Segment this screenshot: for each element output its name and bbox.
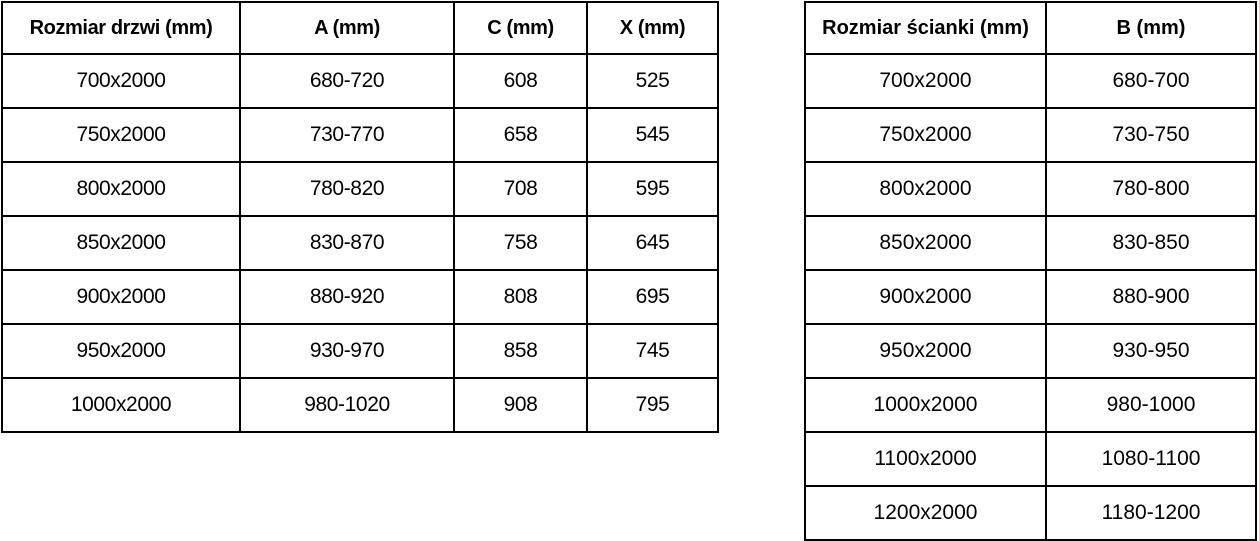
table-row: 900x2000 880-900 (804, 269, 1257, 325)
table-cell: 750x2000 (1, 107, 241, 163)
table-cell: 858 (453, 323, 588, 379)
table-cell: 850x2000 (1, 215, 241, 271)
table-cell: 1000x2000 (804, 377, 1047, 433)
table-cell: 708 (453, 161, 588, 217)
table-cell: 980-1020 (239, 377, 455, 433)
column-header: B (mm) (1045, 1, 1257, 55)
table-cell: 758 (453, 215, 588, 271)
table-cell: 1000x2000 (1, 377, 241, 433)
table-cell: 880-900 (1045, 269, 1257, 325)
table-row: 850x2000 830-870 758 645 (1, 215, 719, 271)
table-cell: 780-800 (1045, 161, 1257, 217)
column-header: Rozmiar ścianki (mm) (804, 1, 1047, 55)
table-row: 800x2000 780-820 708 595 (1, 161, 719, 217)
table-cell: 750x2000 (804, 107, 1047, 163)
table-row: 1100x2000 1080-1100 (804, 431, 1257, 487)
table-cell: 1180-1200 (1045, 485, 1257, 541)
table-row: 800x2000 780-800 (804, 161, 1257, 217)
table-cell: 730-770 (239, 107, 455, 163)
header-row: Rozmiar ścianki (mm) B (mm) (804, 1, 1257, 55)
table-row: 850x2000 830-850 (804, 215, 1257, 271)
table-row: 900x2000 880-920 808 695 (1, 269, 719, 325)
table-cell: 658 (453, 107, 588, 163)
table-row: 750x2000 730-770 658 545 (1, 107, 719, 163)
table-row: 700x2000 680-720 608 525 (1, 53, 719, 109)
table-cell: 950x2000 (804, 323, 1047, 379)
table-cell: 800x2000 (804, 161, 1047, 217)
table-cell: 880-920 (239, 269, 455, 325)
table-cell: 930-950 (1045, 323, 1257, 379)
table-cell: 695 (586, 269, 719, 325)
table-cell: 545 (586, 107, 719, 163)
table-cell: 680-720 (239, 53, 455, 109)
table-cell: 808 (453, 269, 588, 325)
door-sizes-table: Rozmiar drzwi (mm) A (mm) C (mm) X (mm) 700x… (1, 1, 719, 433)
table-cell: 950x2000 (1, 323, 241, 379)
table-cell: 908 (453, 377, 588, 433)
table-cell: 1100x2000 (804, 431, 1047, 487)
table-row: 1000x2000 980-1000 (804, 377, 1257, 433)
table-cell: 850x2000 (804, 215, 1047, 271)
table-row: 950x2000 930-950 (804, 323, 1257, 379)
table-cell: 595 (586, 161, 719, 217)
table-cell: 900x2000 (1, 269, 241, 325)
table-cell: 645 (586, 215, 719, 271)
table-cell: 700x2000 (1, 53, 241, 109)
table-cell: 980-1000 (1045, 377, 1257, 433)
table-cell: 608 (453, 53, 588, 109)
table-cell: 780-820 (239, 161, 455, 217)
table-cell: 525 (586, 53, 719, 109)
table-cell: 830-870 (239, 215, 455, 271)
table-cell: 1080-1100 (1045, 431, 1257, 487)
header-row: Rozmiar drzwi (mm) A (mm) C (mm) X (mm) (1, 1, 719, 55)
table-cell: 800x2000 (1, 161, 241, 217)
column-header: Rozmiar drzwi (mm) (1, 1, 241, 55)
table-cell: 730-750 (1045, 107, 1257, 163)
table-cell: 1200x2000 (804, 485, 1047, 541)
column-header: C (mm) (453, 1, 588, 55)
table-cell: 900x2000 (804, 269, 1047, 325)
table-row: 750x2000 730-750 (804, 107, 1257, 163)
table-cell: 745 (586, 323, 719, 379)
table-cell: 680-700 (1045, 53, 1257, 109)
wall-sizes-table: Rozmiar ścianki (mm) B (mm) 700x2000 680-70… (804, 1, 1257, 541)
column-header: A (mm) (239, 1, 455, 55)
table-cell: 930-970 (239, 323, 455, 379)
table-row: 700x2000 680-700 (804, 53, 1257, 109)
table-row: 1000x2000 980-1020 908 795 (1, 377, 719, 433)
table-row: 1200x2000 1180-1200 (804, 485, 1257, 541)
table-cell: 700x2000 (804, 53, 1047, 109)
table-row: 950x2000 930-970 858 745 (1, 323, 719, 379)
table-cell: 795 (586, 377, 719, 433)
table-cell: 830-850 (1045, 215, 1257, 271)
column-header: X (mm) (586, 1, 719, 55)
